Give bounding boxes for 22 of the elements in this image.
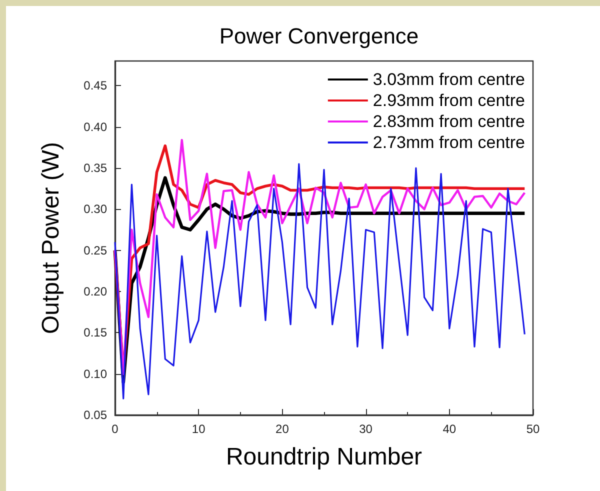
y-tick-label: 0.30 xyxy=(84,202,108,216)
y-tick-label: 0.20 xyxy=(84,284,108,299)
legend-label: 2.83mm from centre xyxy=(372,112,526,131)
x-tick-label: 0 xyxy=(112,422,119,436)
x-tick-label: 40 xyxy=(442,422,456,436)
legend-label: 2.73mm from centre xyxy=(372,133,526,152)
x-tick-label: 10 xyxy=(192,422,206,436)
y-tick-label: 0.05 xyxy=(84,408,108,422)
y-tick-label: 0.45 xyxy=(84,78,108,93)
y-tick-label: 0.10 xyxy=(84,366,108,381)
x-tick-label: 30 xyxy=(359,422,373,436)
x-axis-title: Roundtrip Number xyxy=(226,444,422,470)
x-tick-label: 20 xyxy=(276,422,290,436)
y-tick-label: 0.35 xyxy=(84,161,108,176)
y-tick-label: 0.25 xyxy=(84,243,108,258)
y-tick-label: 0.15 xyxy=(84,326,108,340)
y-axis-title: Output Power (W) xyxy=(38,142,64,334)
legend-label: 2.93mm from centre xyxy=(372,91,526,110)
legend-label: 3.03mm from centre xyxy=(372,70,526,89)
x-tick-label: 50 xyxy=(526,422,540,436)
chart-title: Power Convergence xyxy=(219,24,419,48)
y-tick-label: 0.40 xyxy=(84,120,108,134)
